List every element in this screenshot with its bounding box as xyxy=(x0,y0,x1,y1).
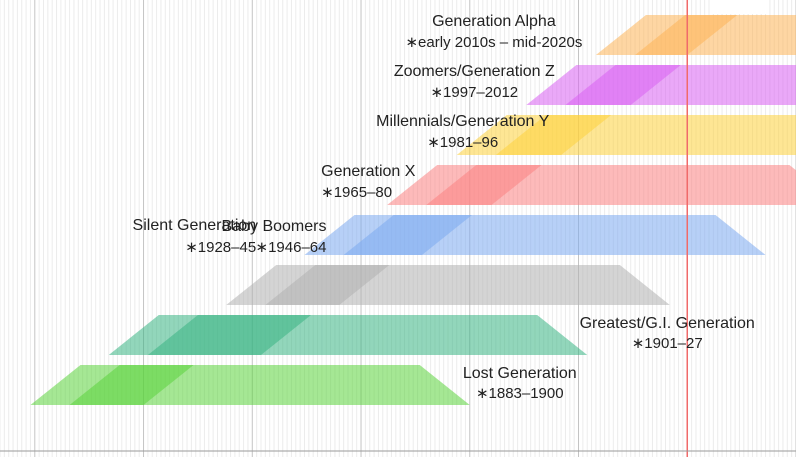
generation-labels: Lost Generation ∗1883–1900 Greatest/G.I. G… xyxy=(133,13,755,402)
band-silent xyxy=(226,265,670,305)
band-gen-z xyxy=(526,65,796,105)
band-gen-x-birth-range xyxy=(426,165,542,205)
label-alpha-years: ∗early 2010s – mid-2020s xyxy=(405,34,582,51)
label-lost-name: Lost Generation xyxy=(463,365,577,382)
label-millennials-name: Millennials/Generation Y xyxy=(376,113,549,130)
band-greatest xyxy=(108,315,588,355)
label-alpha-name: Generation Alpha xyxy=(432,13,556,30)
band-greatest-birth-range xyxy=(147,315,312,355)
band-millennials-birth-range xyxy=(495,115,612,155)
band-boomers-birth-range xyxy=(343,215,472,255)
label-boomers-name: Baby Boomers xyxy=(222,218,327,235)
band-gen-x xyxy=(387,165,796,205)
band-alpha-birth-range xyxy=(635,15,738,55)
band-lost xyxy=(30,365,470,405)
generation-bands xyxy=(30,15,796,405)
label-greatest-name: Greatest/G.I. Generation xyxy=(580,315,755,332)
label-millennials-years: ∗1981–96 xyxy=(427,134,498,151)
label-gen-x-years: ∗1965–80 xyxy=(321,184,392,201)
band-millennials xyxy=(456,115,796,155)
band-silent-birth-range xyxy=(265,265,390,305)
label-gen-x-name: Generation X xyxy=(321,163,416,180)
top-right-edge-mask xyxy=(712,0,768,14)
label-silent-name: Silent Generation xyxy=(133,217,257,234)
label-greatest-years: ∗1901–27 xyxy=(632,335,703,352)
label-boomers-years: ∗1946–64 xyxy=(256,239,327,256)
band-alpha xyxy=(595,15,796,55)
band-lost-birth-range xyxy=(69,365,194,405)
label-silent-years: ∗1928–45 xyxy=(185,239,256,256)
band-gen-z-birth-range xyxy=(565,65,681,105)
label-gen-z-name: Zoomers/Generation Z xyxy=(394,63,555,80)
band-boomers xyxy=(304,215,766,255)
label-gen-z-years: ∗1997–2012 xyxy=(430,84,518,101)
label-lost-years: ∗1883–1900 xyxy=(476,385,564,402)
